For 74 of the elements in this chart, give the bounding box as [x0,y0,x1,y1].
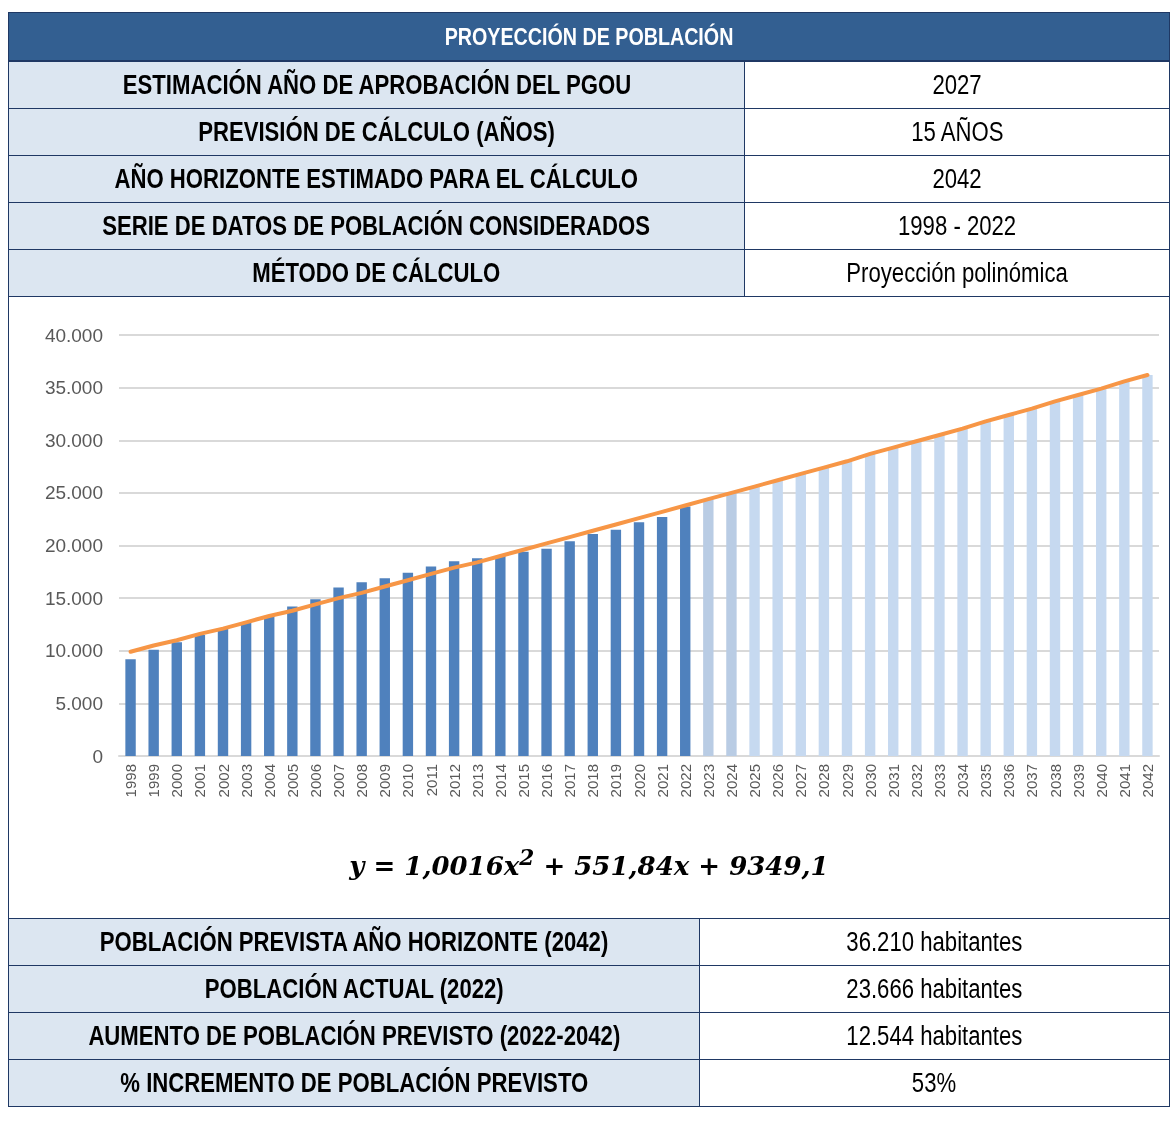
x-tick-label: 2017 [561,764,579,798]
chart-title: PROYECCIÓN DE POBLACIÓN [444,22,734,52]
x-tick-label: 2030 [861,764,879,798]
text: 2027 [932,69,982,101]
x-tick-label: 2034 [954,764,972,798]
x-tick-label: 2008 [353,764,371,798]
y-tick-label: 15.000 [44,587,103,609]
text: y = 1,0016x$^{2}$ + 551,84x + 9349,1 [348,845,830,881]
x-tick-label: 2003 [237,764,255,798]
y-tick-label: 20.000 [44,535,103,556]
x-tick-label: 2041 [1115,764,1133,798]
x-tick-label: 2012 [445,764,463,798]
x-tick-label: 2042 [1138,764,1156,798]
x-tick-label: 2039 [1069,764,1087,798]
text: POBLACIÓN PREVISTA AÑO HORIZONTE (2042) [99,926,609,958]
text: AUMENTO DE POBLACIÓN PREVISTO (2022-2042) [87,1020,620,1052]
y-tick-label: 25.000 [44,482,103,504]
x-tick-label: 2027 [792,764,810,798]
x-tick-label: 2037 [1023,764,1041,798]
x-tick-label: 2004 [260,764,278,798]
x-tick-label: 2007 [330,764,348,798]
x-tick-label: 2019 [607,764,625,798]
x-tick-label: 2002 [214,764,232,798]
x-tick-label: 2031 [884,764,902,798]
x-tick-label: 2013 [468,764,486,798]
x-tick-label: 2025 [746,764,764,798]
x-tick-label: 2010 [399,764,417,798]
text: Proyección polinómica [846,257,1068,289]
text: PREVISIÓN DE CÁLCULO (AÑOS) [198,116,555,148]
x-tick-label: 2036 [1000,764,1018,798]
text: 36.210 habitantes [846,926,1023,958]
x-tick-label: 2009 [376,764,394,798]
x-tick-label: 2026 [769,764,787,798]
x-tick-label: 2040 [1092,764,1110,798]
x-tick-label: 2014 [491,764,509,798]
x-tick-label: 2021 [653,764,671,798]
x-tick-label: 2005 [283,764,301,798]
x-tick-label: 2032 [907,764,925,798]
x-tick-label: 2001 [191,764,209,798]
text: 23.666 habitantes [846,973,1023,1005]
x-tick-label: 2015 [514,764,532,798]
text: POBLACIÓN ACTUAL (2022) [204,973,504,1005]
x-tick-label: 2018 [584,764,602,798]
x-tick-label: 2011 [422,764,440,797]
text: AÑO HORIZONTE ESTIMADO PARA EL CÁLCULO [114,163,639,195]
text: 15 AÑOS [910,116,1004,148]
text: SERIE DE DATOS DE POBLACIÓN CONSIDERADOS [102,210,651,242]
x-tick-label: 2024 [722,764,740,798]
x-tick-label: 2016 [538,764,556,798]
text: 1998 - 2022 [897,210,1017,242]
x-tick-label: 1999 [145,764,163,798]
y-tick-label: 0 [92,745,103,767]
x-tick-label: 2006 [306,764,324,798]
x-tick-label: 2038 [1046,764,1064,798]
text: 53% [912,1067,957,1099]
text: MÉTODO DE CÁLCULO [252,257,501,289]
x-tick-label: 2029 [838,764,856,798]
x-tick-label: 2028 [815,764,833,798]
x-tick-label: 2033 [930,764,948,798]
x-tick-label: 2020 [630,764,648,798]
text: % INCREMENTO DE POBLACIÓN PREVISTO [119,1067,588,1099]
x-tick-label: 2000 [168,764,186,798]
text: ESTIMACIÓN AÑO DE APROBACIÓN DEL PGOU [122,69,631,101]
text: 12.544 habitantes [846,1020,1023,1052]
y-tick-label: 40.000 [44,324,103,346]
y-tick-label: 35.000 [44,377,103,399]
y-tick-label: 5.000 [55,692,103,714]
y-tick-label: 30.000 [44,429,103,451]
x-tick-label: 2035 [977,764,995,798]
text: 2042 [932,163,982,195]
x-tick-label: 2023 [699,764,717,798]
x-tick-label: 1998 [122,764,140,798]
x-tick-label: 2022 [676,764,694,798]
y-tick-label: 10.000 [44,640,103,662]
